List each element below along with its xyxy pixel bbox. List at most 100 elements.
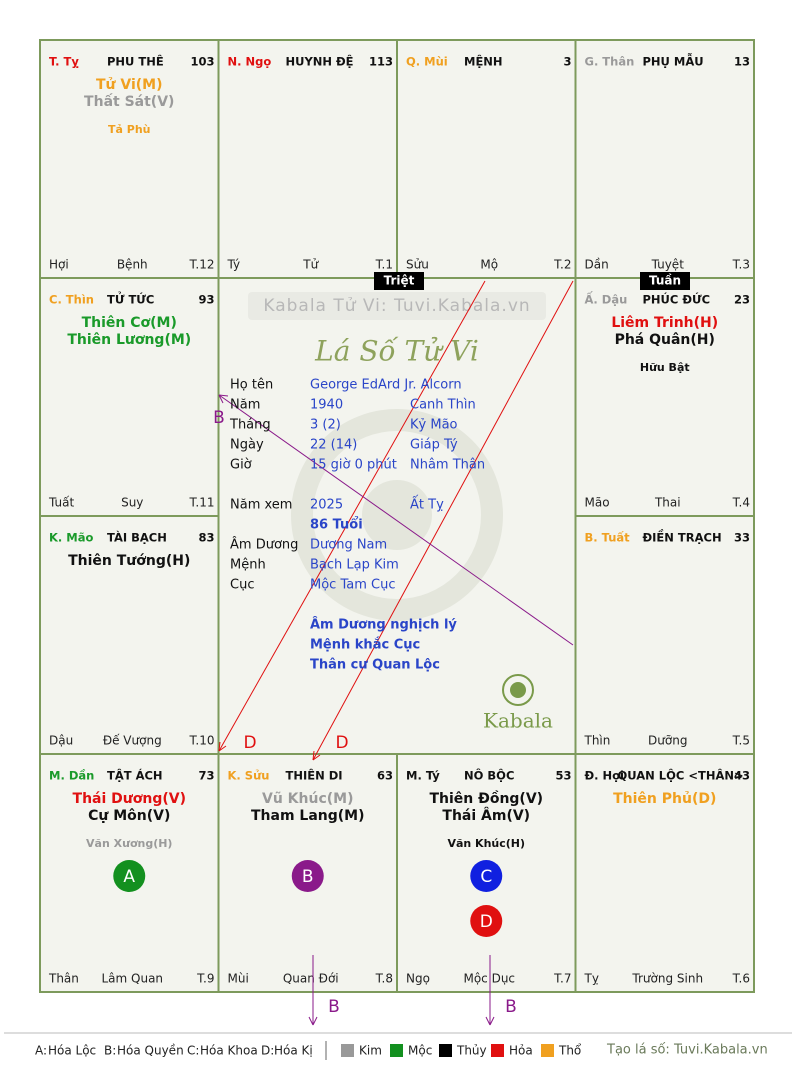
- tag-box: [374, 272, 424, 290]
- palace-name: PHỤ MẪU: [643, 53, 704, 69]
- legend-key: B:: [104, 1044, 116, 1058]
- legend-label: Hỏa: [509, 1044, 533, 1058]
- legend-swatch: [390, 1044, 403, 1057]
- palace-number: 93: [198, 293, 214, 307]
- palace-bottom-mid: Trường Sinh: [631, 972, 703, 986]
- major-star: Cự Môn(V): [88, 808, 170, 824]
- watermark-band: [248, 292, 546, 320]
- legend-swatch: [439, 1044, 452, 1057]
- major-star: Thiên Đồng(V): [429, 790, 543, 807]
- palace-bottom-mid: Lâm Quan: [101, 972, 163, 986]
- palace-bottom-right: T.1: [375, 258, 393, 272]
- major-star: Phá Quân(H): [615, 332, 715, 348]
- legend-swatch: [341, 1044, 354, 1057]
- legend-swatch: [491, 1044, 504, 1057]
- arrow-label: D: [335, 733, 348, 753]
- info-note: Mệnh khắc Cục: [310, 638, 420, 653]
- palace-number: 13: [734, 55, 750, 69]
- legend-label: Thổ: [558, 1044, 582, 1058]
- info-label: Tháng: [229, 418, 271, 433]
- major-star: Tham Lang(M): [251, 808, 365, 824]
- arrow-label: B: [213, 408, 225, 428]
- minor-star: Văn Khúc(H): [447, 837, 525, 850]
- legend-label: Hóa Lộc: [48, 1044, 96, 1058]
- palace-bottom-mid: Suy: [121, 496, 143, 510]
- major-star: Liêm Trinh(H): [611, 315, 718, 331]
- palace-name: HUYNH ĐỆ: [286, 54, 354, 69]
- palace-number: 33: [734, 531, 750, 545]
- palace-stem-branch: Q. Mùi: [406, 55, 448, 69]
- arrow-line: [312, 280, 574, 761]
- major-star: Thái Âm(V): [442, 807, 530, 824]
- info-value: 15 giờ 0 phút: [310, 458, 397, 473]
- palace-bottom-mid: Mộc Dục: [463, 972, 515, 986]
- mutagen-marker: [470, 905, 503, 937]
- arrow-line: [218, 280, 486, 752]
- palace-bottom-right: T.3: [732, 258, 750, 272]
- arrows: B D D B B: [213, 280, 574, 1026]
- legend-label: Thủy: [456, 1044, 487, 1058]
- info-value: Kỷ Mão: [410, 418, 458, 433]
- arrowhead: [312, 750, 321, 761]
- palace-bottom-right: T.7: [553, 972, 571, 986]
- palace-number: 23: [734, 293, 750, 307]
- palace-bottom-right: T.11: [189, 496, 215, 510]
- legend-key: D:: [261, 1044, 274, 1058]
- info-label: Mệnh: [230, 558, 266, 573]
- info-label: Giờ: [230, 458, 252, 473]
- logo-text: Kabala: [483, 709, 553, 733]
- mutagen-marker: [470, 860, 503, 892]
- info-value: Giáp Tý: [410, 438, 458, 453]
- logo-tree: [510, 682, 526, 698]
- palace-bottom-left: Mùi: [228, 972, 249, 986]
- minor-star: Hữu Bật: [640, 361, 690, 374]
- palace-bottom-right: T.10: [189, 734, 215, 748]
- palace-number: 43: [734, 769, 750, 783]
- info-value: Mộc Tam Cục: [310, 578, 395, 593]
- palace-name: TÀI BẠCH: [107, 530, 167, 545]
- arrowhead: [485, 1016, 495, 1026]
- palace-number: 103: [190, 55, 214, 69]
- tag-box: [640, 272, 690, 290]
- palace-bottom-left: Dậu: [49, 734, 73, 748]
- palace-bottom-mid: Tử: [302, 258, 319, 272]
- minor-star: Văn Xương(H): [86, 837, 172, 850]
- arrowhead: [218, 394, 229, 404]
- major-star: Thiên Phủ(D): [613, 791, 716, 807]
- palace-name: ĐIỀN TRẠCH: [643, 528, 722, 545]
- palace-bottom-right: T.5: [732, 734, 750, 748]
- info-label: Âm Dương: [230, 537, 298, 553]
- palace-bottom-left: Tuất: [48, 496, 74, 510]
- palace-name: THIÊN DI: [286, 768, 343, 783]
- legend-label: Hóa Kị: [274, 1044, 313, 1058]
- info-value: 86 Tuổi: [310, 517, 363, 533]
- legend-label: Hóa Khoa: [200, 1044, 258, 1058]
- logo-icon: [502, 674, 534, 706]
- palace-stem-branch: K. Mão: [49, 531, 93, 545]
- palace-number: 73: [198, 769, 214, 783]
- mutagen-letter: A: [123, 867, 135, 887]
- palace-bottom-left: Tỵ: [584, 972, 599, 986]
- major-star: Thái Dương(V): [73, 791, 186, 807]
- legend-key: A:: [35, 1044, 47, 1058]
- mutagen-letter: C: [480, 867, 492, 887]
- palace-bottom-mid: Dưỡng: [648, 734, 687, 748]
- watermark: Kabala Tử Vi: Tuvi.Kabala.vn: [263, 296, 530, 316]
- palace-bottom-mid: Mộ: [480, 258, 498, 272]
- palace-bottom-left: Thìn: [584, 734, 611, 748]
- palace-stem-branch: M. Tý: [406, 769, 440, 783]
- info-value: Nhâm Thân: [410, 458, 485, 473]
- palace-bottom-mid: Bệnh: [117, 258, 148, 272]
- palace-name: NÔ BỘC: [464, 768, 514, 783]
- palace-stem-branch: G. Thân: [585, 55, 635, 69]
- palace-bottom-right: T.12: [189, 258, 215, 272]
- info-label: Năm xem: [230, 498, 292, 513]
- palace-bottom-mid: Thai: [654, 496, 681, 510]
- palace-bottom-left: Ngọ: [406, 972, 430, 986]
- legend-swatch: [541, 1044, 554, 1057]
- palace-name: MỆNH: [464, 54, 503, 69]
- palace-name: PHÚC ĐỨC: [643, 292, 711, 307]
- palace-bottom-right: T.4: [732, 496, 750, 510]
